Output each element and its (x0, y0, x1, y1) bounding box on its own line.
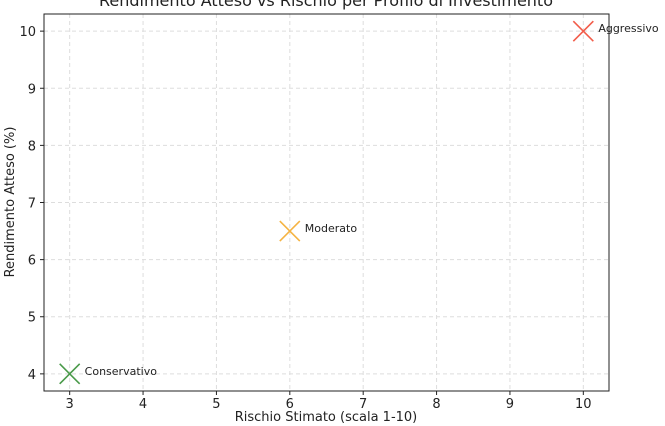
x-tick-label: 5 (212, 397, 220, 412)
x-tick-label: 9 (506, 397, 514, 412)
y-tick-label: 7 (28, 197, 36, 212)
x-tick-label: 4 (139, 397, 147, 412)
x-marker-stroke (59, 363, 81, 385)
grid (44, 14, 609, 391)
data-point-moderato: Moderato (279, 220, 358, 242)
chart-title: Rendimento Atteso vs Rischio per Profilo… (99, 0, 553, 10)
y-tick-label: 10 (19, 25, 36, 40)
y-axis-label: Rendimento Atteso (%) (3, 127, 18, 278)
x-tick-label: 6 (286, 397, 294, 412)
x-marker-stroke (279, 220, 301, 242)
y-tick-label: 4 (28, 368, 36, 383)
x-axis-label: Rischio Stimato (scala 1-10) (235, 410, 418, 425)
data-point-aggressivo: Aggressivo (572, 20, 659, 42)
y-tick-label: 9 (28, 82, 36, 97)
y-tick-label: 8 (28, 139, 36, 154)
point-label: Moderato (305, 222, 358, 235)
x-tick-label: 7 (359, 397, 367, 412)
y-tick-label: 5 (28, 311, 36, 326)
axis-ticks: 3 4 5 6 7 8 9 10 4 5 6 7 8 9 10 (19, 25, 591, 412)
point-label: Aggressivo (598, 22, 659, 35)
x-marker-stroke (572, 20, 594, 42)
point-label: Conservativo (85, 365, 158, 378)
x-tick-label: 10 (575, 397, 592, 412)
x-tick-label: 3 (66, 397, 74, 412)
data-point-conservativo: Conservativo (59, 363, 158, 385)
x-tick-label: 8 (432, 397, 440, 412)
y-tick-label: 6 (28, 254, 36, 269)
data-points: Conservativo Moderato Aggressivo (59, 20, 659, 385)
